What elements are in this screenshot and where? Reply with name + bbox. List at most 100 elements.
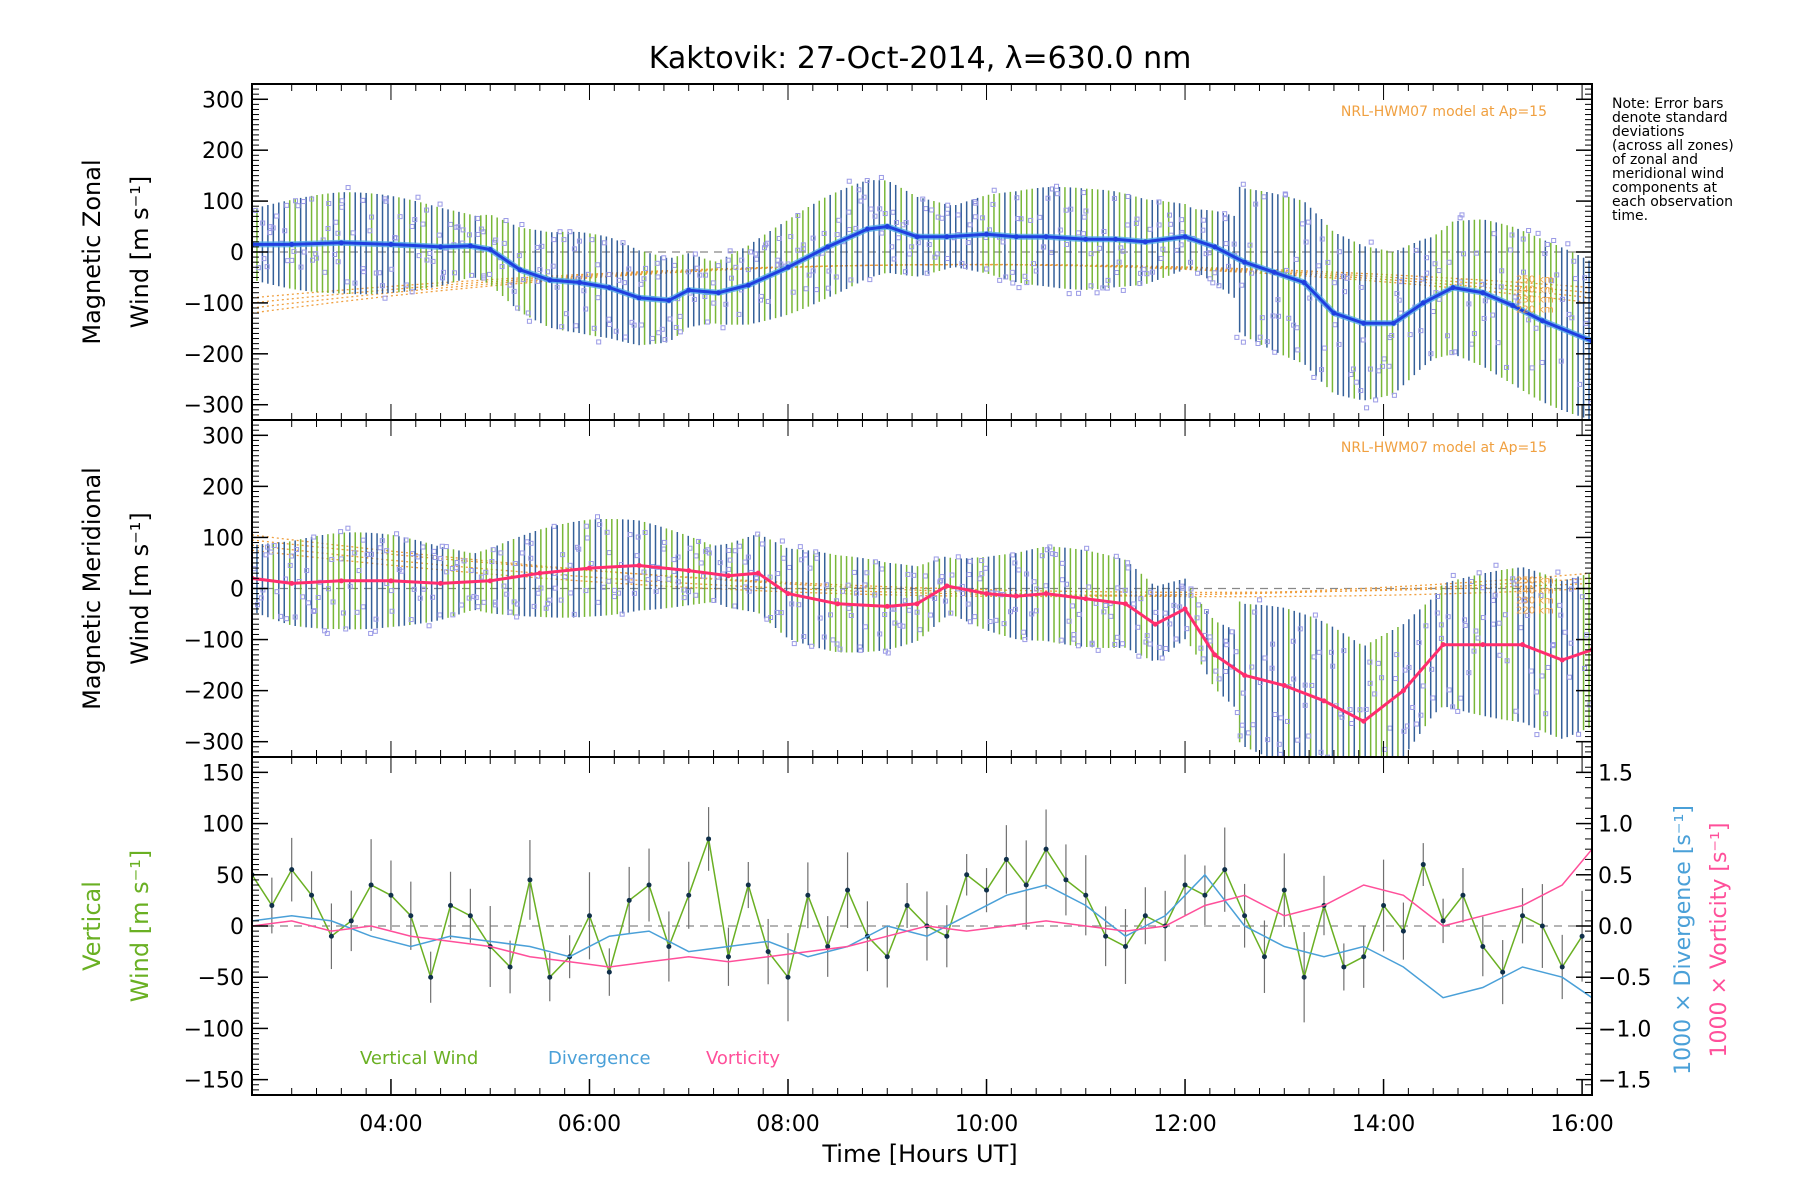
zone-point [393, 235, 399, 241]
zone-point [596, 339, 602, 345]
zone-point [1300, 221, 1306, 227]
zone-point [1539, 359, 1545, 365]
zone-point [583, 588, 589, 594]
zone-point [1047, 544, 1053, 550]
zone-point [1059, 577, 1065, 583]
zone-point [1423, 623, 1429, 629]
zone-point [1504, 364, 1510, 370]
zone-point [310, 608, 316, 614]
zone-point [368, 630, 374, 636]
zone-point [453, 224, 459, 230]
y-tick-label: 100 [202, 526, 244, 551]
mean-wind-point [636, 295, 642, 301]
zone-point [437, 612, 443, 618]
zone-point [516, 253, 522, 259]
zone-point [1534, 732, 1540, 738]
zone-point [1226, 263, 1232, 269]
zone-point [1303, 239, 1309, 245]
zone-point [576, 238, 582, 244]
zone-point [1382, 776, 1386, 780]
zone-point [1022, 637, 1028, 643]
zone-point [1368, 239, 1374, 245]
model-height-label: 240 km [1516, 285, 1554, 296]
zone-point [1392, 772, 1396, 776]
zone-point [687, 545, 693, 551]
zone-point [1076, 611, 1082, 617]
zone-point [444, 569, 450, 575]
zone-point [768, 615, 774, 621]
zone-point [848, 613, 854, 619]
zone-point [1156, 644, 1162, 650]
vertical-wind-point [666, 943, 672, 949]
zone-point [1471, 648, 1477, 654]
zone-point [1392, 676, 1398, 682]
vertical-wind-point [467, 913, 473, 919]
zone-point [1249, 664, 1255, 670]
zone-point [481, 275, 487, 281]
zone-point [1428, 351, 1434, 357]
zone-point [1158, 255, 1164, 261]
zone-point [612, 587, 618, 593]
note-line: of zonal and [1612, 152, 1698, 168]
y-tick-label: 200 [202, 139, 244, 164]
zone-point [271, 543, 277, 549]
vertical-wind-point [507, 964, 513, 970]
zone-point [1265, 737, 1271, 743]
zone-point [1233, 649, 1239, 655]
zone-point [1344, 275, 1350, 281]
mean-wind-point [1520, 642, 1526, 648]
zone-point [411, 586, 417, 592]
zone-point [675, 579, 681, 585]
zone-point [453, 565, 459, 571]
zone-point [1144, 271, 1150, 277]
zone-point [388, 588, 394, 594]
zone-point [339, 198, 345, 204]
zone-point [278, 613, 284, 619]
zone-point [499, 264, 505, 270]
zone-point [641, 276, 647, 282]
zone-point [790, 289, 796, 295]
zone-point [1542, 251, 1548, 257]
zone-point [1018, 216, 1024, 222]
zone-point [1159, 655, 1165, 661]
zone-point [1037, 214, 1043, 220]
zone-point [255, 602, 261, 608]
zone-point [1069, 603, 1075, 609]
vertical-wind-line [252, 835, 1583, 980]
zone-point [872, 592, 878, 598]
zone-point [1088, 251, 1094, 257]
zone-point [1016, 285, 1022, 291]
vertical-wind-point [626, 897, 632, 903]
zone-point [861, 194, 867, 200]
zone-point [325, 226, 331, 232]
zone-point [1414, 721, 1420, 727]
vertical-wind-point [368, 882, 374, 888]
zone-point [1293, 256, 1299, 262]
mean-wind-point [1013, 234, 1019, 240]
zone-point [498, 550, 504, 556]
zone-point [942, 598, 948, 604]
note-line: deviations [1612, 124, 1684, 140]
zone-point [1496, 620, 1502, 626]
zone-point [1387, 725, 1393, 731]
mean-wind-point [586, 565, 592, 571]
zone-point [1471, 331, 1477, 337]
zone-point [1234, 710, 1240, 716]
mean-wind-point [686, 287, 692, 293]
zone-point [377, 545, 383, 551]
zone-point [939, 574, 945, 580]
zone-point [711, 597, 717, 603]
zone-point [725, 257, 731, 263]
zone-point [1397, 279, 1403, 285]
zone-point [677, 313, 683, 319]
zone-point [588, 560, 594, 566]
note-line: denote standard [1612, 110, 1728, 126]
zone-point [1373, 397, 1379, 403]
vertical-wind-point [1480, 943, 1486, 949]
zone-point [466, 232, 472, 238]
mean-wind-point [785, 264, 791, 270]
zone-point [1088, 283, 1094, 289]
vertical-wind-point [725, 954, 731, 960]
zone-point [858, 647, 864, 653]
